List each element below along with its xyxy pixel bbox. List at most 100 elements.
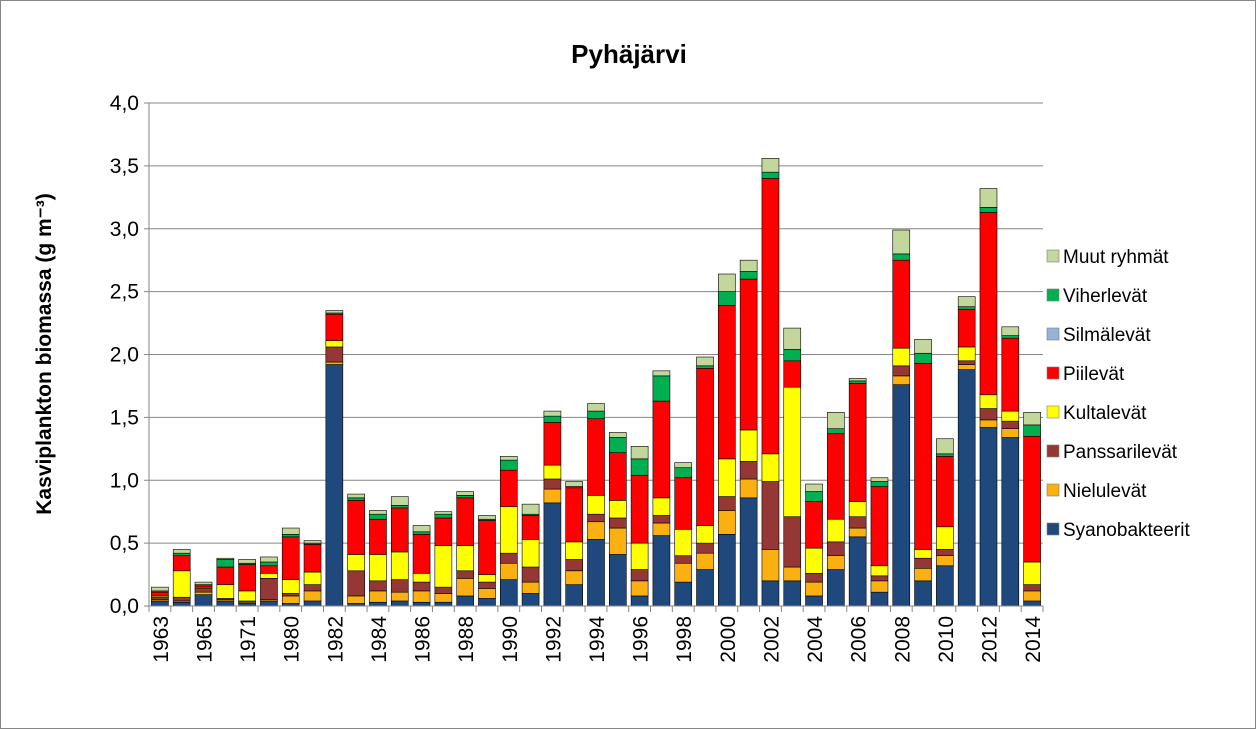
bar-segment <box>936 453 954 457</box>
bar-segment <box>412 534 431 574</box>
bar-segment <box>739 278 758 431</box>
bar-segment <box>172 555 191 572</box>
legend-swatch <box>1046 249 1060 263</box>
bar-segment <box>499 459 518 471</box>
bar-segment <box>957 346 976 362</box>
bar-segment <box>761 158 780 173</box>
bar-segment <box>325 346 344 363</box>
bar-segment <box>1023 561 1041 585</box>
bar-segment <box>543 478 562 490</box>
bar-segment <box>892 375 911 385</box>
bar-segment <box>194 591 213 595</box>
bar-segment <box>630 569 649 582</box>
bar-segment <box>674 555 693 564</box>
bar-segment <box>608 527 627 555</box>
bar-segment <box>827 433 845 520</box>
bar-segment <box>674 528 693 556</box>
legend-swatch <box>1046 366 1060 380</box>
bar-segment <box>172 596 191 602</box>
bar-segment <box>783 360 802 388</box>
bar-segment <box>630 542 649 570</box>
bar-segment <box>303 584 322 592</box>
bar-segment <box>325 361 344 365</box>
bar-segment <box>390 591 409 602</box>
x-tick-label: 1963 <box>150 616 173 663</box>
bar-segment <box>979 188 998 208</box>
x-tick-label: 1996 <box>630 616 653 663</box>
bar-segment <box>1023 600 1041 607</box>
bar-segment <box>957 306 976 310</box>
bar-segment <box>587 521 605 540</box>
x-tick-label: 1965 <box>194 616 217 663</box>
bar-segment <box>914 549 932 559</box>
bar-segment <box>499 469 518 507</box>
bar-segment <box>412 601 431 607</box>
bar-segment <box>434 593 453 603</box>
legend-label: Silmälevät <box>1063 325 1151 346</box>
bar-segment <box>172 601 191 607</box>
bar-segment <box>827 555 845 570</box>
bar-segment <box>652 400 671 499</box>
bar-segment <box>565 584 584 607</box>
bar-segment <box>870 477 889 482</box>
y-tick-label: 3,5 <box>110 155 139 178</box>
bar-segment <box>194 589 213 593</box>
bar-segment <box>652 515 671 524</box>
bar-segment <box>936 456 954 528</box>
bar-segment <box>1001 326 1020 336</box>
bar-segment <box>369 590 387 603</box>
bar-segment <box>870 486 889 567</box>
bar-segment <box>739 429 758 462</box>
bar-segment <box>674 562 693 583</box>
bar-stack-area <box>151 158 1041 607</box>
bar-segment <box>718 273 736 292</box>
bar-segment <box>914 362 932 550</box>
x-tick-label: 2004 <box>804 616 827 663</box>
bar-segment <box>718 305 736 460</box>
bar-segment <box>151 591 169 597</box>
bar-segment <box>914 352 932 364</box>
bar-segment <box>783 386 802 518</box>
bar-segment <box>172 570 191 598</box>
bar-segment <box>674 581 693 607</box>
bar-segment <box>957 296 976 308</box>
bar-segment <box>718 496 736 511</box>
y-axis-label: Kasviplankton biomassa (g m⁻³) <box>33 193 56 514</box>
bar-segment <box>848 516 867 529</box>
bar-segment <box>260 572 278 579</box>
bar-segment <box>1001 337 1020 412</box>
bar-segment <box>499 506 518 554</box>
bar-segment <box>347 493 365 499</box>
bar-segment <box>936 438 954 455</box>
bar-segment <box>805 547 823 574</box>
y-tick-label: 2,5 <box>110 281 139 304</box>
bar-segment <box>543 410 562 417</box>
bar-segment <box>870 575 889 582</box>
bar-segment <box>216 584 235 599</box>
legend-label: Syanobakteerit <box>1063 520 1190 541</box>
bar-segment <box>870 580 889 593</box>
bar-segment <box>630 580 649 597</box>
bar-segment <box>827 428 845 435</box>
bar-segment <box>696 552 714 570</box>
y-tick-label: 2,0 <box>110 344 139 367</box>
bar-segment <box>783 516 802 568</box>
bar-segment <box>303 571 322 585</box>
bar-segment <box>739 271 758 280</box>
bar-segment <box>936 565 954 607</box>
bar-segment <box>194 594 213 607</box>
bar-segment <box>260 578 278 601</box>
y-tick-label: 1,5 <box>110 406 139 429</box>
bar-segment <box>805 595 823 607</box>
y-tick-labels: 0,0 0,5 1,0 1,5 2,0 2,5 3,0 3,5 4,0 <box>110 92 149 618</box>
bar-segment <box>521 503 540 515</box>
x-tick-label: 1984 <box>368 616 391 663</box>
bar-segment <box>1023 590 1041 602</box>
bar-segment <box>565 541 584 560</box>
bar-segment <box>499 552 518 564</box>
bar-segment <box>390 505 409 509</box>
bar-segment <box>565 570 584 585</box>
x-tick-label: 1988 <box>455 616 478 663</box>
bar-segment <box>674 462 693 468</box>
